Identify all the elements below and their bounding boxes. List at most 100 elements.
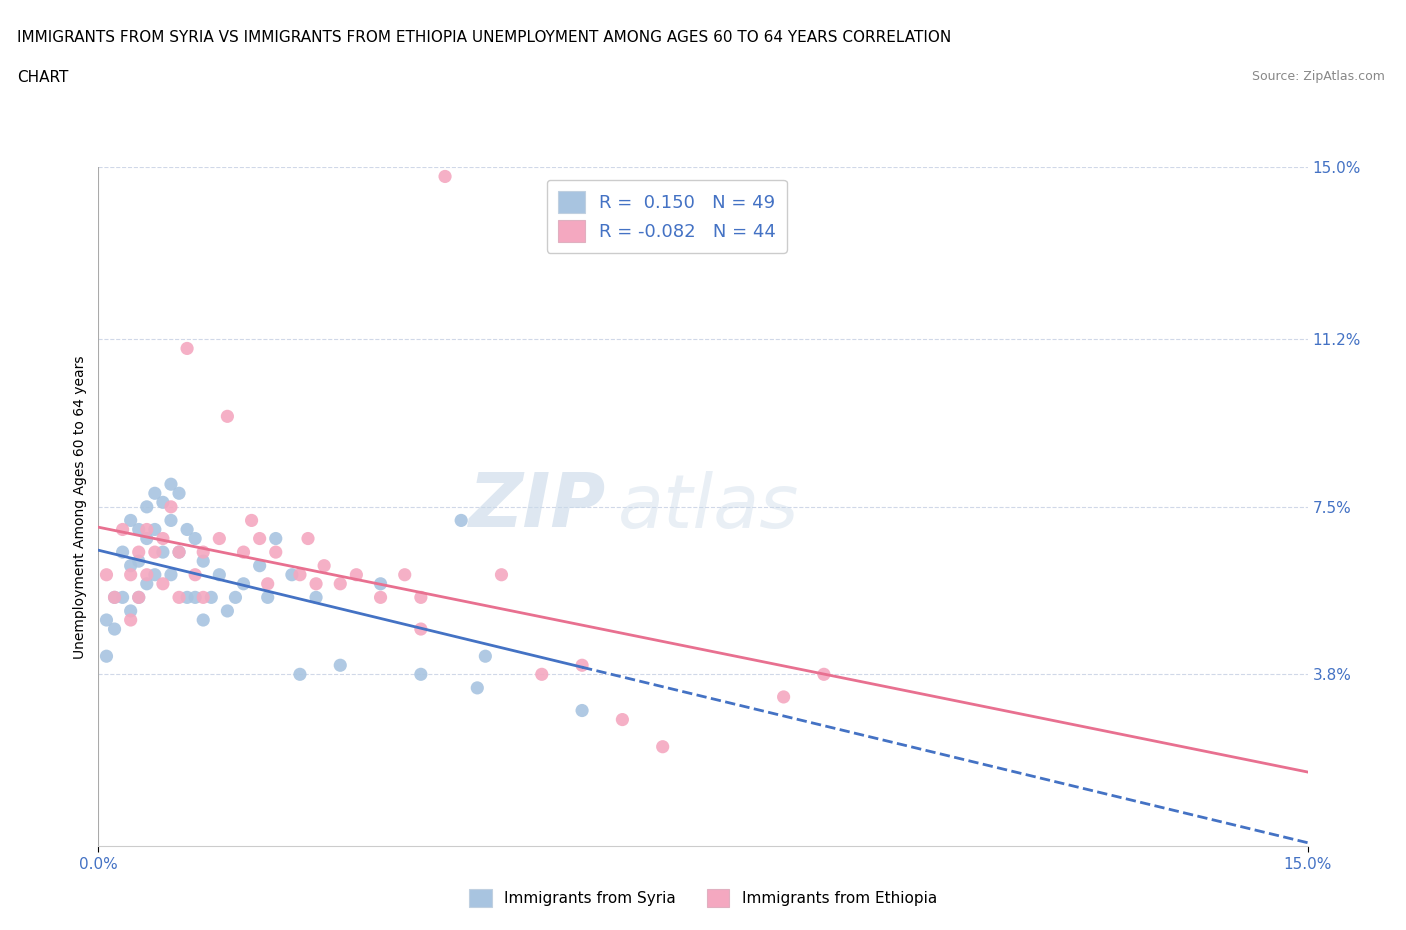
Point	[167, 485, 190, 500]
Point	[103, 621, 125, 636]
Point	[152, 531, 174, 546]
Point	[256, 590, 278, 604]
Point	[344, 567, 367, 582]
Point	[813, 667, 835, 682]
Point	[143, 485, 166, 500]
Point	[128, 553, 150, 568]
Text: IMMIGRANTS FROM SYRIA VS IMMIGRANTS FROM ETHIOPIA UNEMPLOYMENT AMONG AGES 60 TO : IMMIGRANTS FROM SYRIA VS IMMIGRANTS FROM…	[17, 30, 950, 45]
Text: ZIP: ZIP	[470, 471, 606, 543]
Point	[128, 522, 150, 537]
Point	[135, 577, 157, 591]
Point	[143, 567, 166, 582]
Point	[135, 531, 157, 546]
Point	[152, 495, 174, 510]
Point	[120, 604, 142, 618]
Point	[103, 590, 125, 604]
Point	[176, 590, 198, 604]
Point	[240, 513, 263, 528]
Point	[111, 545, 134, 560]
Point	[217, 604, 239, 618]
Point	[111, 590, 134, 604]
Point	[409, 590, 432, 604]
Point	[264, 531, 287, 546]
Text: atlas: atlas	[619, 471, 800, 543]
Point	[651, 739, 673, 754]
Point	[176, 522, 198, 537]
Point	[256, 577, 278, 591]
Point	[152, 545, 174, 560]
Point	[184, 590, 207, 604]
Point	[329, 577, 352, 591]
Point	[474, 649, 496, 664]
Point	[128, 590, 150, 604]
Point	[288, 567, 311, 582]
Point	[193, 613, 215, 628]
Point	[264, 545, 287, 560]
Point	[167, 545, 190, 560]
Point	[135, 567, 157, 582]
Point	[208, 567, 231, 582]
Text: CHART: CHART	[17, 70, 69, 85]
Point	[249, 558, 271, 573]
Point	[571, 703, 593, 718]
Point	[314, 558, 336, 573]
Point	[281, 567, 304, 582]
Point	[128, 545, 150, 560]
Point	[772, 689, 794, 704]
Point	[305, 577, 328, 591]
Point	[491, 567, 513, 582]
Point	[160, 513, 183, 528]
Legend: Immigrants from Syria, Immigrants from Ethiopia: Immigrants from Syria, Immigrants from E…	[463, 883, 943, 913]
Text: Source: ZipAtlas.com: Source: ZipAtlas.com	[1251, 70, 1385, 83]
Point	[217, 409, 239, 424]
Point	[152, 577, 174, 591]
Point	[184, 567, 207, 582]
Point	[111, 522, 134, 537]
Point	[297, 531, 319, 546]
Point	[370, 577, 392, 591]
Point	[465, 681, 488, 696]
Point	[120, 513, 142, 528]
Point	[224, 590, 246, 604]
Point	[305, 590, 328, 604]
Point	[120, 558, 142, 573]
Point	[143, 522, 166, 537]
Point	[232, 577, 254, 591]
Point	[208, 531, 231, 546]
Point	[530, 667, 553, 682]
Point	[612, 712, 634, 727]
Point	[184, 531, 207, 546]
Y-axis label: Unemployment Among Ages 60 to 64 years: Unemployment Among Ages 60 to 64 years	[73, 355, 87, 658]
Point	[288, 667, 311, 682]
Point	[120, 567, 142, 582]
Point	[135, 522, 157, 537]
Point	[193, 590, 215, 604]
Point	[571, 658, 593, 672]
Point	[409, 621, 432, 636]
Point	[232, 545, 254, 560]
Point	[193, 553, 215, 568]
Point	[409, 667, 432, 682]
Point	[200, 590, 222, 604]
Point	[96, 649, 118, 664]
Point	[450, 513, 472, 528]
Point	[167, 590, 190, 604]
Point	[394, 567, 416, 582]
Point	[135, 499, 157, 514]
Point	[143, 545, 166, 560]
Point	[167, 545, 190, 560]
Point	[96, 567, 118, 582]
Point	[329, 658, 352, 672]
Point	[193, 545, 215, 560]
Point	[96, 613, 118, 628]
Point	[128, 590, 150, 604]
Point	[160, 567, 183, 582]
Point	[370, 590, 392, 604]
Point	[176, 341, 198, 356]
Point	[249, 531, 271, 546]
Point	[120, 613, 142, 628]
Point	[160, 499, 183, 514]
Point	[434, 169, 457, 184]
Point	[103, 590, 125, 604]
Point	[160, 477, 183, 492]
